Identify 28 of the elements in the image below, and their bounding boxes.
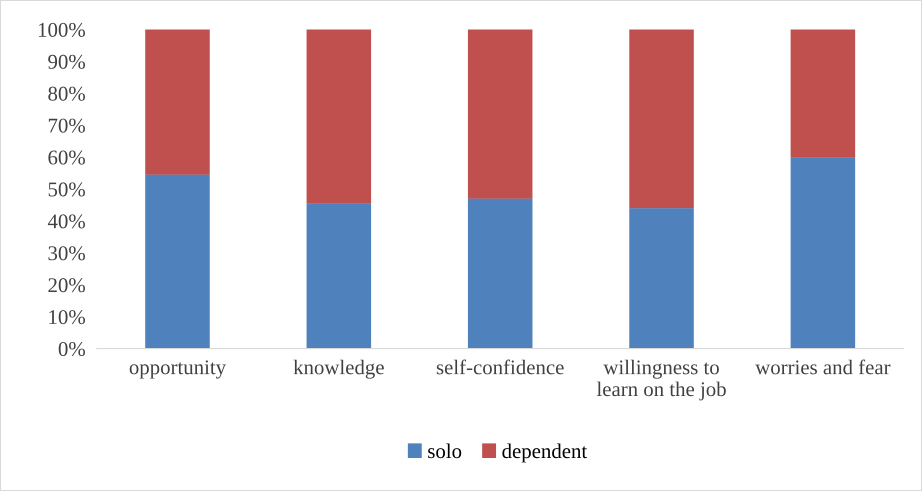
- y-tick-label: 10%: [49, 310, 85, 324]
- legend-label: dependent: [502, 444, 588, 462]
- x-tick-label: opportunity: [130, 360, 226, 379]
- bar: [790, 29, 856, 158]
- bar: [629, 29, 694, 208]
- y-tick-label: 20%: [48, 278, 85, 292]
- y-tick-label: 40%: [48, 214, 85, 228]
- x-tick-label: willingness to learn on the job: [596, 360, 726, 400]
- x-tick-label: worries and fear: [755, 360, 890, 374]
- y-tick-label: 80%: [48, 86, 85, 101]
- y-tick-label: 0%: [58, 342, 85, 356]
- bar: [468, 29, 532, 199]
- bar: [468, 198, 532, 349]
- x-tick-label: knowledge: [294, 360, 384, 379]
- y-tick-label: 50%: [48, 182, 85, 197]
- y-tick-label: 70%: [48, 118, 85, 133]
- x-tick-label: self-confidence: [436, 360, 564, 374]
- y-tick-label: 100%: [38, 22, 85, 37]
- bar: [629, 208, 694, 349]
- y-tick-label: 30%: [48, 246, 85, 260]
- y-tick-label: 90%: [48, 54, 85, 69]
- legend-label: solo: [428, 444, 462, 458]
- bar: [306, 29, 372, 204]
- bar: [306, 203, 372, 349]
- bar: [145, 174, 210, 349]
- bar: [145, 29, 210, 175]
- y-tick-label: 60%: [48, 150, 85, 165]
- bar: [790, 157, 856, 349]
